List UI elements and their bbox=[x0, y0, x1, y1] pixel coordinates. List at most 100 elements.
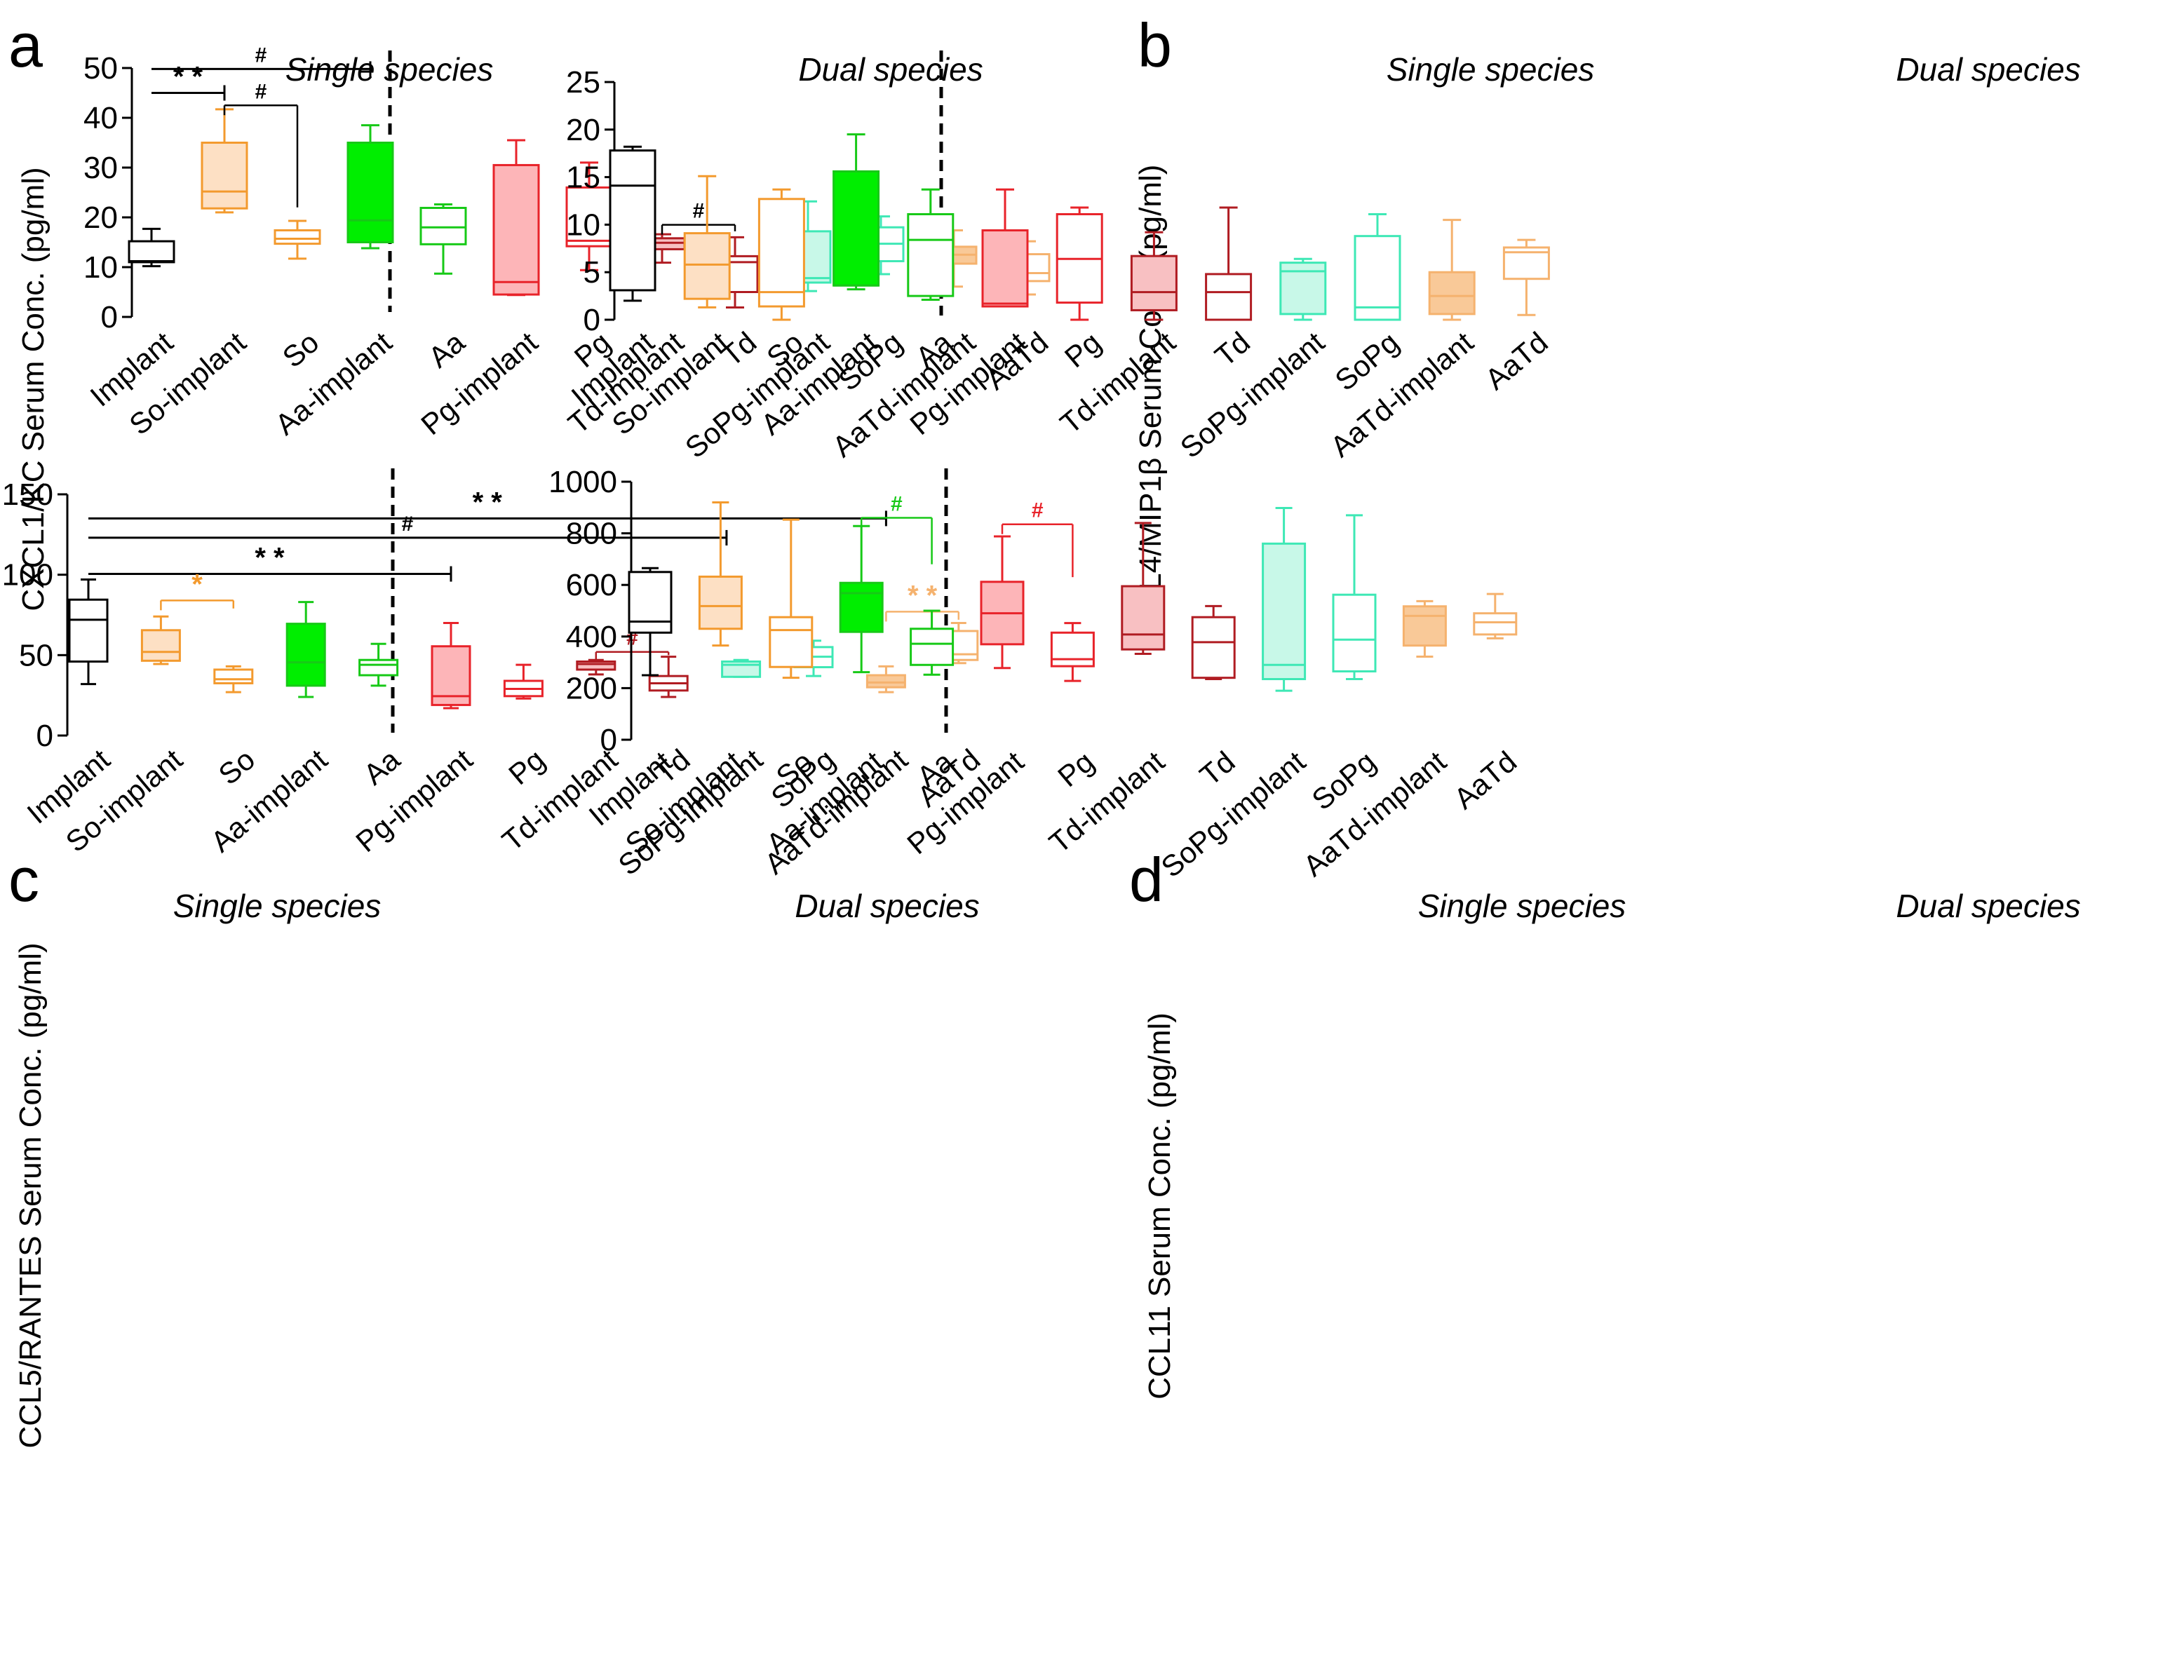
x-tick-label: Pg bbox=[1051, 745, 1100, 793]
box-Aa bbox=[907, 188, 955, 302]
iqr-box bbox=[769, 616, 814, 668]
significance-label: * * bbox=[473, 487, 503, 517]
x-tick-label: AaTd bbox=[1479, 325, 1554, 396]
dual-species-label: Dual species bbox=[798, 51, 983, 88]
box-Implant bbox=[609, 145, 656, 302]
box-Td bbox=[1191, 604, 1236, 681]
iqr-box bbox=[907, 212, 955, 297]
iqr-box bbox=[698, 575, 743, 630]
box-So-implant bbox=[140, 615, 181, 665]
significance-annotation: # bbox=[1001, 499, 1074, 578]
iqr-box bbox=[140, 629, 181, 662]
box-Aa-implant bbox=[833, 133, 880, 291]
box-SoPg-implant bbox=[1279, 257, 1327, 321]
box-Pg bbox=[1056, 206, 1103, 321]
dual-species-label: Dual species bbox=[795, 888, 979, 924]
panel-d: d Single species Dual species CCL11 Seru… bbox=[548, 465, 2081, 1400]
box-Aa bbox=[358, 642, 399, 687]
box-Td bbox=[648, 656, 689, 698]
panel-b: b Single species Dual species CCL4/MIP1β… bbox=[565, 11, 2081, 635]
panel-a: a Single species Dual species CXCL1/KC S… bbox=[8, 11, 1054, 611]
panel-letter-a: a bbox=[8, 11, 43, 80]
box-Pg bbox=[503, 663, 544, 700]
box-So bbox=[769, 518, 814, 679]
box-AaTd bbox=[1502, 238, 1550, 316]
y-tick-label: 10 bbox=[83, 250, 118, 285]
x-tick-label: SoPg-implant bbox=[1174, 325, 1331, 464]
y-tick-label: 10 bbox=[566, 208, 600, 242]
y-tick-label: 40 bbox=[83, 101, 118, 135]
significance-label: # bbox=[1032, 499, 1044, 522]
iqr-box bbox=[419, 207, 467, 245]
box-Aa bbox=[910, 609, 955, 676]
iqr-box bbox=[609, 149, 656, 292]
box-Pg bbox=[1050, 622, 1095, 682]
iqr-box bbox=[833, 170, 880, 287]
box-Td bbox=[1205, 206, 1253, 321]
iqr-box bbox=[839, 581, 884, 633]
y-tick-label: 800 bbox=[566, 517, 617, 551]
box-SoPg-implant bbox=[1262, 507, 1307, 692]
x-tick-label: Aa bbox=[422, 325, 471, 374]
y-tick-label: 20 bbox=[566, 113, 600, 147]
box-So bbox=[274, 219, 321, 260]
dual-species-label: Dual species bbox=[1896, 51, 2080, 88]
iqr-box bbox=[274, 229, 321, 245]
box-SoPg bbox=[1354, 212, 1401, 321]
iqr-box bbox=[1205, 273, 1253, 321]
box-AaTd-implant bbox=[1402, 599, 1447, 658]
iqr-box bbox=[757, 198, 805, 308]
iqr-box bbox=[865, 674, 906, 689]
box-Implant bbox=[68, 578, 109, 686]
box-SoPg-implant bbox=[721, 658, 762, 678]
y-tick-label: 100 bbox=[2, 558, 53, 592]
x-tick-label: Pg bbox=[1058, 325, 1107, 374]
iqr-box bbox=[1354, 235, 1401, 321]
y-axis-label: CCL5/RANTES Serum Conc. (pg/ml) bbox=[13, 942, 48, 1448]
y-tick-label: 200 bbox=[566, 671, 617, 705]
iqr-box bbox=[492, 163, 540, 296]
box-So bbox=[757, 188, 805, 321]
y-tick-label: 50 bbox=[19, 638, 53, 672]
box-AaTd-implant bbox=[1428, 219, 1476, 321]
box-Td-implant bbox=[1130, 231, 1178, 321]
iqr-box bbox=[1428, 271, 1476, 316]
x-tick-label: So bbox=[276, 325, 325, 374]
y-tick-label: 15 bbox=[566, 161, 600, 195]
box-So-implant bbox=[698, 501, 743, 647]
box-So-implant bbox=[683, 175, 731, 309]
iqr-box bbox=[1402, 605, 1447, 647]
iqr-box bbox=[285, 623, 326, 687]
iqr-box bbox=[628, 571, 673, 634]
single-species-label: Single species bbox=[173, 888, 382, 924]
significance-annotation: * * bbox=[88, 543, 452, 582]
iqr-box bbox=[346, 142, 394, 243]
panel-letter-b: b bbox=[1138, 11, 1172, 80]
box-Pg-implant bbox=[431, 621, 471, 710]
x-tick-label: So bbox=[213, 743, 262, 791]
iqr-box bbox=[910, 628, 955, 666]
significance-annotation: * * bbox=[151, 62, 226, 101]
iqr-box bbox=[1130, 255, 1178, 311]
significance-label: # bbox=[402, 513, 414, 536]
x-tick-label: Td bbox=[1194, 745, 1241, 792]
panel-letter-c: c bbox=[8, 845, 39, 914]
box-So-implant bbox=[201, 108, 248, 214]
iqr-box bbox=[1473, 612, 1518, 636]
iqr-box bbox=[576, 661, 616, 671]
significance-label: # bbox=[255, 43, 267, 67]
significance-annotation: * bbox=[160, 569, 235, 611]
y-tick-label: 0 bbox=[600, 723, 617, 757]
significance-label: * * bbox=[255, 543, 285, 574]
x-tick-label: Td bbox=[1208, 325, 1256, 373]
iqr-box bbox=[68, 598, 109, 663]
x-tick-label: AaTd bbox=[1448, 745, 1523, 815]
significance-annotation: # bbox=[661, 200, 736, 235]
box-Implant bbox=[628, 567, 673, 677]
box-Pg-implant bbox=[492, 139, 540, 297]
iqr-box bbox=[1262, 542, 1307, 681]
box-Pg-implant bbox=[981, 188, 1029, 308]
